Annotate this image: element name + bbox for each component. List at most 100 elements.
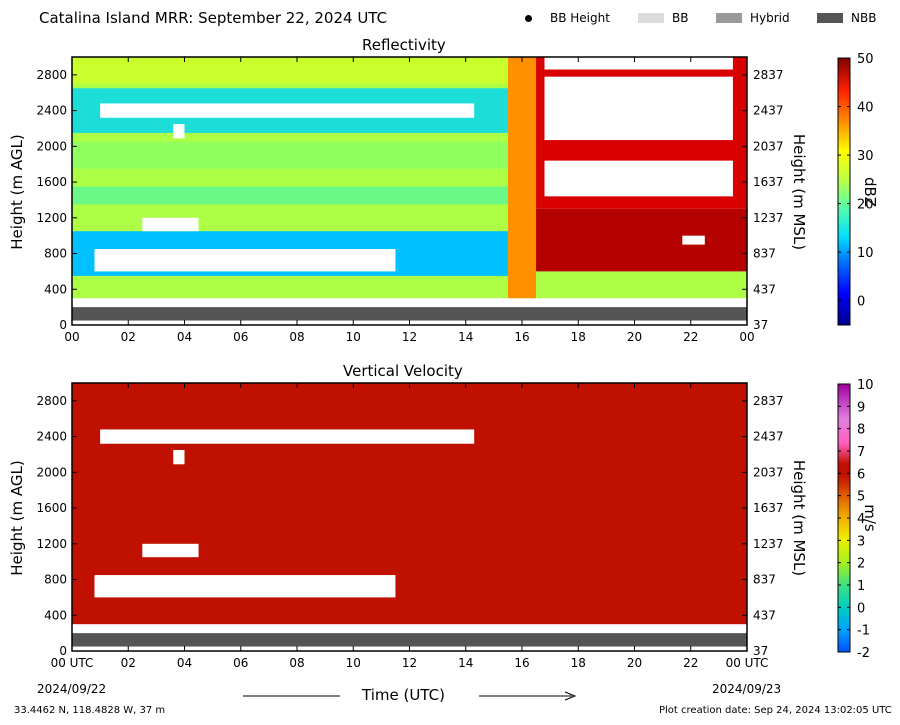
x-axis-label: Time (UTC) (362, 686, 445, 704)
y-right-tick-label: 2037 (753, 139, 784, 153)
legend-hybrid: Hybrid (716, 11, 790, 25)
colorbar-tick-label: 9 (857, 400, 865, 415)
x-tick-label: 18 (571, 330, 586, 344)
velocity-no-data-gap (94, 575, 396, 598)
x-tick-label: 02 (121, 330, 136, 344)
reflectivity-no-data-gap (544, 76, 733, 141)
colorbar-tick-label: 50 (857, 52, 874, 67)
colorbar-tick-label: 3 (857, 534, 865, 549)
reflectivity-region (72, 186, 508, 205)
x-tick-label: 00 UTC (51, 656, 94, 670)
reflectivity-colorbar-label: dBZ (861, 176, 879, 208)
y-tick-label: 2800 (36, 394, 67, 408)
reflectivity-no-data-gap (544, 160, 733, 197)
colorbar-tick-label: 2 (857, 557, 865, 572)
x-tick-label: 22 (683, 656, 698, 670)
colorbar-tick-label: 5 (857, 490, 865, 505)
velocity-title: Vertical Velocity (343, 362, 463, 380)
reflectivity-ylabel-left: Height (m AGL) (8, 134, 26, 250)
colorbar-tick-label: 40 (857, 101, 874, 116)
colorbar-tick-label: 7 (857, 445, 865, 460)
y-right-tick-label: 437 (753, 282, 776, 296)
reflectivity-no-data-gap (142, 217, 199, 232)
legend-bb: BB (638, 11, 688, 25)
y-tick-label: 800 (44, 247, 67, 261)
x-tick-label: 18 (571, 656, 586, 670)
colorbar-tick-label: 30 (857, 149, 874, 164)
x-tick-label: 04 (177, 330, 192, 344)
reflectivity-no-data-gap (94, 249, 396, 272)
x-tick-label: 02 (121, 656, 136, 670)
creation-date-text: Plot creation date: Sep 24, 2024 13:02:0… (659, 705, 892, 716)
x-tick-label: 06 (233, 330, 248, 344)
y-right-tick-label: 2437 (753, 430, 784, 444)
x-tick-label: 04 (177, 656, 192, 670)
nbb-swatch (817, 13, 843, 23)
location-text: 33.4462 N, 118.4828 W, 37 m (14, 705, 166, 716)
y-tick-label: 2000 (36, 139, 67, 153)
colorbar-tick-label: 0 (857, 601, 865, 616)
hybrid-swatch (716, 13, 742, 23)
x-tick-label: 14 (458, 330, 473, 344)
y-right-tick-label: 37 (753, 644, 768, 658)
reflectivity-no-data-gap (100, 103, 475, 118)
y-tick-label: 0 (59, 644, 67, 658)
x-tick-label: 00 (739, 330, 754, 344)
y-right-tick-label: 2037 (753, 465, 784, 479)
y-tick-label: 400 (44, 608, 67, 622)
y-tick-label: 2800 (36, 68, 67, 82)
x-tick-label: 06 (233, 656, 248, 670)
colorbar-tick-label: -1 (857, 624, 870, 639)
x-tick-label: 14 (458, 656, 473, 670)
x-tick-label: 08 (289, 330, 304, 344)
y-right-tick-label: 837 (753, 247, 776, 261)
legend-nbb: NBB (817, 11, 876, 25)
y-tick-label: 1600 (36, 175, 67, 189)
bb-swatch (638, 13, 664, 23)
velocity-ylabel-left: Height (m AGL) (8, 460, 26, 576)
velocity-no-data-gap (100, 429, 475, 444)
x-tick-label: 16 (514, 656, 529, 670)
x-tick-label: 00 UTC (726, 656, 769, 670)
y-right-tick-label: 37 (753, 318, 768, 332)
reflectivity-panel: 00 02 04 06 08 10 12 14 16 18 20 22 0004008001200160… (36, 52, 873, 344)
y-right-tick-label: 1637 (753, 175, 784, 189)
y-tick-label: 0 (59, 318, 67, 332)
y-right-tick-label: 2837 (753, 394, 784, 408)
colorbar-tick-label: 8 (857, 423, 865, 438)
reflectivity-no-data-gap (682, 235, 705, 245)
x-tick-label: 10 (346, 656, 361, 670)
colorbar-tick-label: 10 (857, 246, 874, 261)
reflectivity-no-data-gap (173, 124, 185, 139)
reflectivity-region (536, 208, 747, 272)
arrow-head-icon (564, 691, 577, 701)
x-tick-label: 08 (289, 656, 304, 670)
y-right-tick-label: 1637 (753, 501, 784, 515)
colorbar-tick-label: 6 (857, 467, 865, 482)
y-tick-label: 2000 (36, 465, 67, 479)
velocity-panel: 00 UTC 02 04 06 08 10 12 14 16 18 20 22 00 UTC040080… (36, 378, 873, 670)
y-right-tick-label: 1237 (753, 537, 784, 551)
reflectivity-title: Reflectivity (362, 36, 446, 54)
x-tick-label: 20 (627, 330, 642, 344)
legend-hybrid-label: Hybrid (750, 11, 790, 25)
colorbar-tick-label: 0 (857, 295, 865, 310)
time-axis-arrows (243, 691, 577, 701)
colorbar-tick-label: 4 (857, 512, 865, 527)
reflectivity-region (72, 141, 508, 169)
y-tick-label: 800 (44, 573, 67, 587)
y-right-tick-label: 1237 (753, 211, 784, 225)
y-right-tick-label: 2437 (753, 104, 784, 118)
y-right-tick-label: 2837 (753, 68, 784, 82)
colorbar-tick-label: 20 (857, 198, 874, 213)
colorbar-tick-label: 1 (857, 579, 865, 594)
reflectivity-no-data-gap (544, 57, 733, 70)
y-tick-label: 2400 (36, 104, 67, 118)
y-tick-label: 1600 (36, 501, 67, 515)
reflectivity-ylabel-right: Height (m MSL) (790, 133, 808, 251)
y-tick-label: 400 (44, 282, 67, 296)
y-tick-label: 1200 (36, 211, 67, 225)
x-tick-label: 12 (402, 330, 417, 344)
velocity-nbb-band (72, 633, 747, 647)
